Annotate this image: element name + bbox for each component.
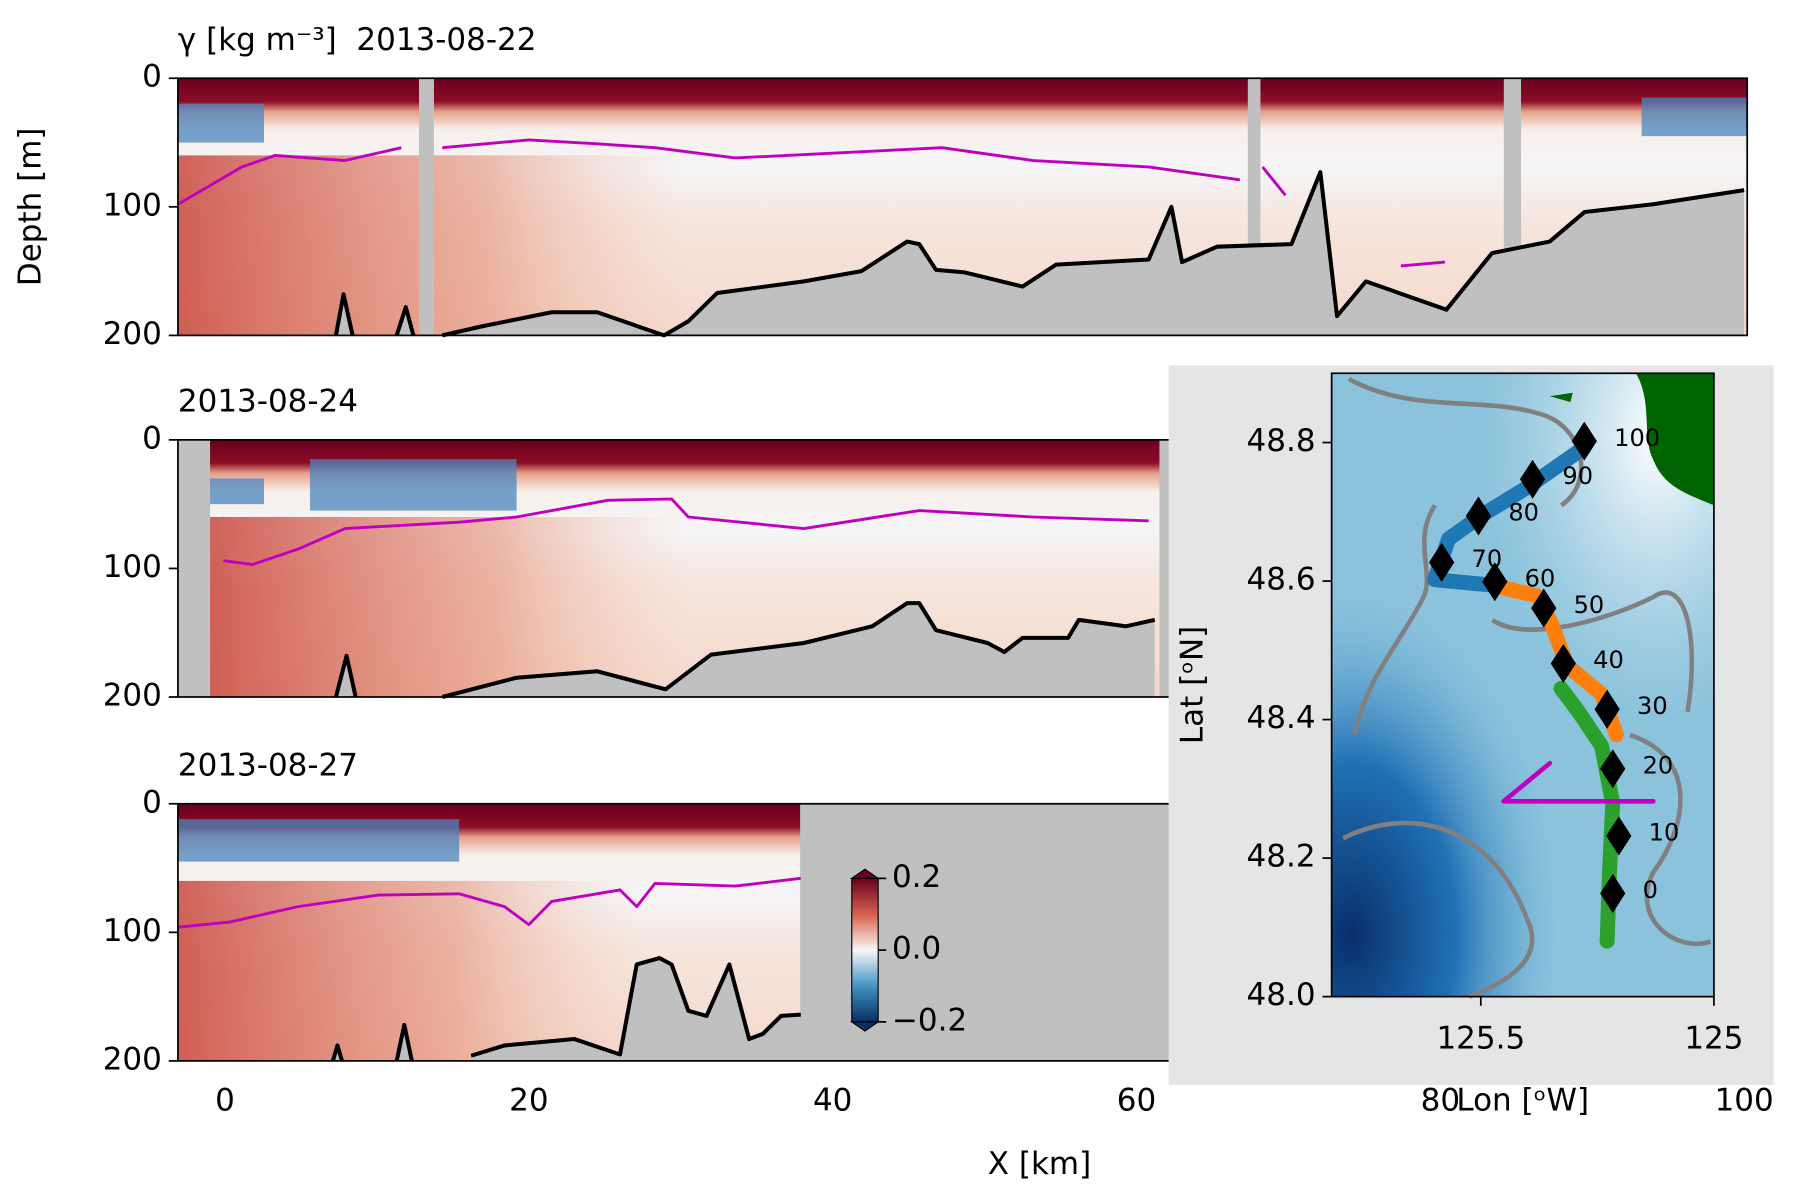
colorbar-tick-label: 0.0	[892, 931, 941, 967]
station-label: 100	[1614, 424, 1660, 452]
y-tick-label: 100	[103, 549, 162, 585]
station-label: 80	[1508, 499, 1539, 527]
x-tick-label: 80	[1421, 1083, 1460, 1119]
isopycnal-line	[177, 138, 1446, 268]
warm-anomaly	[210, 517, 689, 698]
colorbar	[851, 877, 879, 1023]
y-tick-label: 48.6	[1247, 562, 1316, 598]
cold-anomaly	[177, 103, 265, 143]
y-tick-label: 0	[142, 784, 162, 820]
y-tick-label: 48.8	[1247, 423, 1316, 459]
seafloor-line	[330, 956, 801, 1062]
station-label: 40	[1593, 646, 1624, 674]
colorbar-extend-top	[849, 868, 881, 879]
seafloor-fill	[335, 603, 1155, 698]
y-axis-label: Lat [ᵒN]	[1174, 626, 1210, 744]
data-gap	[419, 78, 434, 336]
x-tick-label: 125	[1684, 1021, 1743, 1057]
seafloor-fill	[335, 172, 1745, 336]
isopycnal-line	[223, 497, 1149, 567]
isopycnal-line	[177, 876, 801, 929]
cold-anomaly	[210, 478, 265, 505]
y-axis-label: Depth [m]	[13, 128, 49, 287]
y-tick-label: 0	[142, 420, 162, 456]
y-tick-label: 48.4	[1247, 700, 1316, 736]
warm-anomaly	[177, 880, 643, 1061]
seafloor-line	[333, 170, 1745, 338]
cold-anomaly	[1641, 97, 1748, 137]
x-tick-label: 125.5	[1436, 1021, 1525, 1057]
x-tick-label: 60	[1117, 1083, 1156, 1119]
y-tick-label: 100	[103, 913, 162, 949]
y-tick-label: 0	[142, 59, 162, 95]
x-axis-label: Lon [ᵒW]	[1456, 1083, 1589, 1119]
panel-title: γ [kg m⁻³] 2013-08-22	[178, 22, 537, 58]
station-marker	[1600, 873, 1626, 913]
x-tick-label: 20	[509, 1083, 548, 1119]
map-frame	[1330, 372, 1715, 998]
y-tick-label: 200	[103, 1041, 162, 1077]
station-marker	[1600, 749, 1626, 789]
y-tick-label: 48.0	[1247, 977, 1316, 1013]
cold-anomaly	[177, 819, 460, 862]
seafloor-fill	[332, 958, 801, 1061]
panel-title: 2013-08-24	[178, 384, 358, 420]
x-tick-label: 40	[813, 1083, 852, 1119]
station-label: 60	[1525, 564, 1556, 592]
map-contour	[1342, 377, 1712, 999]
x-tick-label: 100	[1715, 1083, 1774, 1119]
cold-anomaly	[309, 459, 517, 511]
station-label: 30	[1637, 692, 1668, 720]
section-panel: γ [kg m⁻³] 2013-08-22 Depth [m] 0 100 200	[13, 22, 1749, 352]
y-tick-label: 100	[103, 187, 162, 223]
station-label: 50	[1574, 591, 1605, 619]
colorbar-tick-label: 0.2	[892, 859, 941, 895]
station-label: 90	[1562, 462, 1593, 490]
station-label: 70	[1471, 545, 1502, 573]
y-tick-label: 200	[103, 678, 162, 714]
map-land	[1549, 373, 1714, 506]
station-marker	[1519, 459, 1546, 499]
x-axis-label: X [km]	[988, 1146, 1091, 1182]
station-label: 10	[1649, 819, 1680, 847]
y-tick-label: 200	[103, 316, 162, 352]
station-label: 20	[1643, 751, 1674, 779]
colorbar-tick-label: −0.2	[892, 1002, 967, 1038]
seafloor-line	[333, 601, 1156, 699]
colorbar-extend-bottom	[849, 1021, 881, 1032]
station-label: 0	[1643, 876, 1658, 904]
station-marker	[1465, 496, 1492, 536]
track-line	[1501, 760, 1656, 804]
map-panel: 010203040506070809010048.048.248.448.648…	[1168, 365, 1774, 1119]
x-tick-label: 0	[215, 1083, 235, 1119]
station-marker	[1482, 562, 1508, 602]
panel-title: 2013-08-27	[178, 748, 358, 784]
y-tick-label: 48.2	[1247, 839, 1316, 875]
